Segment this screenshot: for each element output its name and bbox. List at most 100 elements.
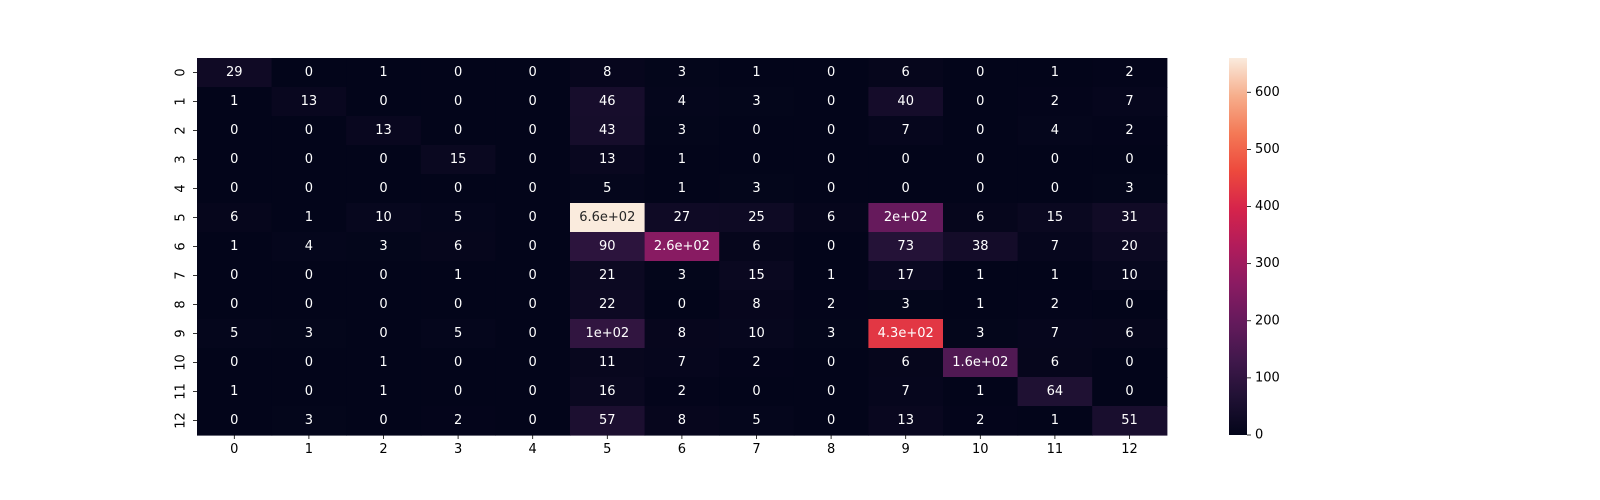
x-tick-label: 11 [1047,442,1064,457]
heatmap-cell [644,58,720,88]
y-tick-label: 12 [174,412,189,429]
heatmap-cell [1092,377,1168,407]
cell-label: 6 [902,355,910,370]
heatmap-cell [719,174,795,204]
y-tick-label: 0 [174,68,189,76]
cell-label: 0 [752,384,760,399]
heatmap-cell [570,290,646,320]
cell-label: 0 [305,355,313,370]
heatmap-cell [570,319,646,349]
cell-label: 0 [827,413,835,428]
cell-label: 4 [1051,123,1059,138]
heatmap-cell [570,232,646,262]
cell-label: 13 [301,94,318,109]
heatmap-cell [570,145,646,175]
heatmap-cell [570,203,646,233]
heatmap-cell [570,58,646,88]
y-tick-label: 6 [174,242,189,250]
cell-label: 2 [1125,123,1133,138]
heatmap-cell [495,406,571,436]
cell-label: 6 [230,210,238,225]
cell-label: 0 [305,268,313,283]
heatmap-cell [1017,319,1093,349]
x-tick-label: 7 [752,442,760,457]
cell-label: 0 [827,123,835,138]
cell-label: 10 [1121,268,1138,283]
cell-label: 10 [748,326,765,341]
cell-label: 1 [976,384,984,399]
heatmap-cell [793,174,869,204]
heatmap-cell [346,174,422,204]
heatmap-cell [719,290,795,320]
cell-label: 7 [678,355,686,370]
heatmap-cell [793,232,869,262]
heatmap-cell [197,261,273,291]
heatmap-cell [719,145,795,175]
heatmap-cell [420,348,496,378]
heatmap-cell [1092,290,1168,320]
cell-label: 7 [1051,326,1059,341]
heatmap-cell [271,58,347,88]
heatmap-cell [570,261,646,291]
cell-label: 22 [599,297,616,312]
heatmap-cell [644,319,720,349]
cell-label: 0 [379,152,387,167]
cell-label: 25 [748,210,765,225]
heatmap-cell [644,87,720,117]
heatmap-cell [197,319,273,349]
heatmap-cell [868,87,944,117]
cell-label: 21 [599,268,616,283]
x-tick-label: 2 [379,442,387,457]
cell-label: 3 [678,65,686,80]
cell-label: 8 [752,297,760,312]
colorbar-tick-label: 500 [1255,142,1280,157]
cell-label: 0 [902,152,910,167]
cell-label: 16 [599,384,616,399]
cell-label: 2.6e+02 [654,239,710,254]
heatmap-cell [197,174,273,204]
heatmap-cell [197,290,273,320]
heatmap-cell [719,203,795,233]
cell-label: 1 [827,268,835,283]
heatmap-cell [1017,58,1093,88]
cell-label: 90 [599,239,616,254]
heatmap-cell [495,174,571,204]
cell-label: 0 [379,326,387,341]
cell-label: 3 [976,326,984,341]
heatmap-cell [1092,261,1168,291]
heatmap-cell [271,174,347,204]
heatmap-cell [495,377,571,407]
cell-label: 5 [454,210,462,225]
cell-label: 1 [678,181,686,196]
cell-label: 1 [230,94,238,109]
heatmap-cell [420,116,496,146]
cell-label: 40 [897,94,914,109]
cell-label: 0 [529,65,537,80]
heatmap-cell [495,348,571,378]
cell-label: 29 [226,65,243,80]
cell-label: 17 [897,268,914,283]
heatmap-cell [719,348,795,378]
cell-label: 0 [976,65,984,80]
cell-label: 0 [827,384,835,399]
cell-label: 0 [230,297,238,312]
heatmap-cell [495,87,571,117]
heatmap-cell [346,232,422,262]
cell-label: 0 [529,326,537,341]
heatmap-cell [271,348,347,378]
heatmap-cell [420,174,496,204]
cell-label: 0 [529,123,537,138]
heatmap-cell [570,116,646,146]
cell-label: 0 [379,181,387,196]
y-tick-label: 7 [174,271,189,279]
x-tick-label: 5 [603,442,611,457]
cell-label: 73 [897,239,914,254]
heatmap-cell [495,232,571,262]
cell-label: 0 [529,152,537,167]
heatmap-cell [943,87,1019,117]
heatmap-cell [495,290,571,320]
heatmap-cell [943,406,1019,436]
cell-label: 3 [379,239,387,254]
